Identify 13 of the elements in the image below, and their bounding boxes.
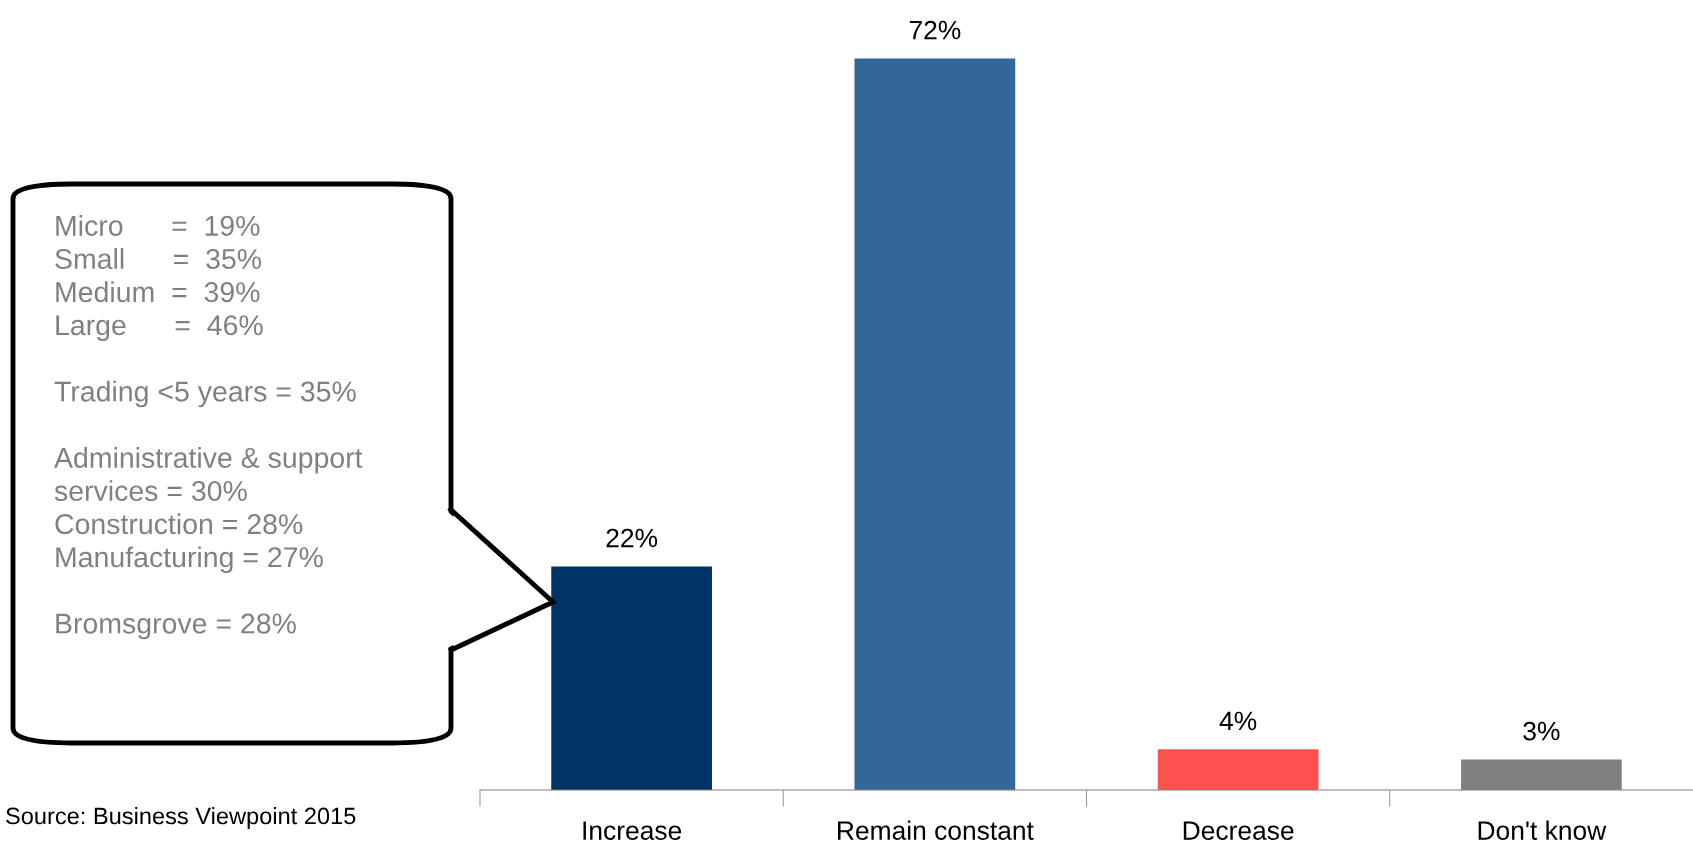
- bar: [1157, 749, 1319, 790]
- bar: [854, 58, 1016, 790]
- x-tick-label: Don't know: [1478, 820, 1607, 840]
- source-note: Source: Business Viewpoint 2015: [6, 806, 356, 830]
- x-tick-label: Decrease: [1183, 821, 1294, 840]
- bar: [551, 566, 712, 790]
- x-tick-label: Increase: [583, 821, 682, 840]
- data-label: 4%: [1219, 711, 1257, 731]
- data-label: 72%: [909, 20, 961, 40]
- data-label: 3%: [1523, 721, 1560, 741]
- data-label: 22%: [606, 528, 658, 548]
- x-tick-label: Remain constant: [838, 820, 1034, 840]
- text: Micro = 19% Small = 35% Medium = 39% Large = 46% Trading <5 years = 35% Administrative & support services = 30% Construction = 28% Manufacturing = 27% Bromsgrove = 28%: [54, 215, 363, 640]
